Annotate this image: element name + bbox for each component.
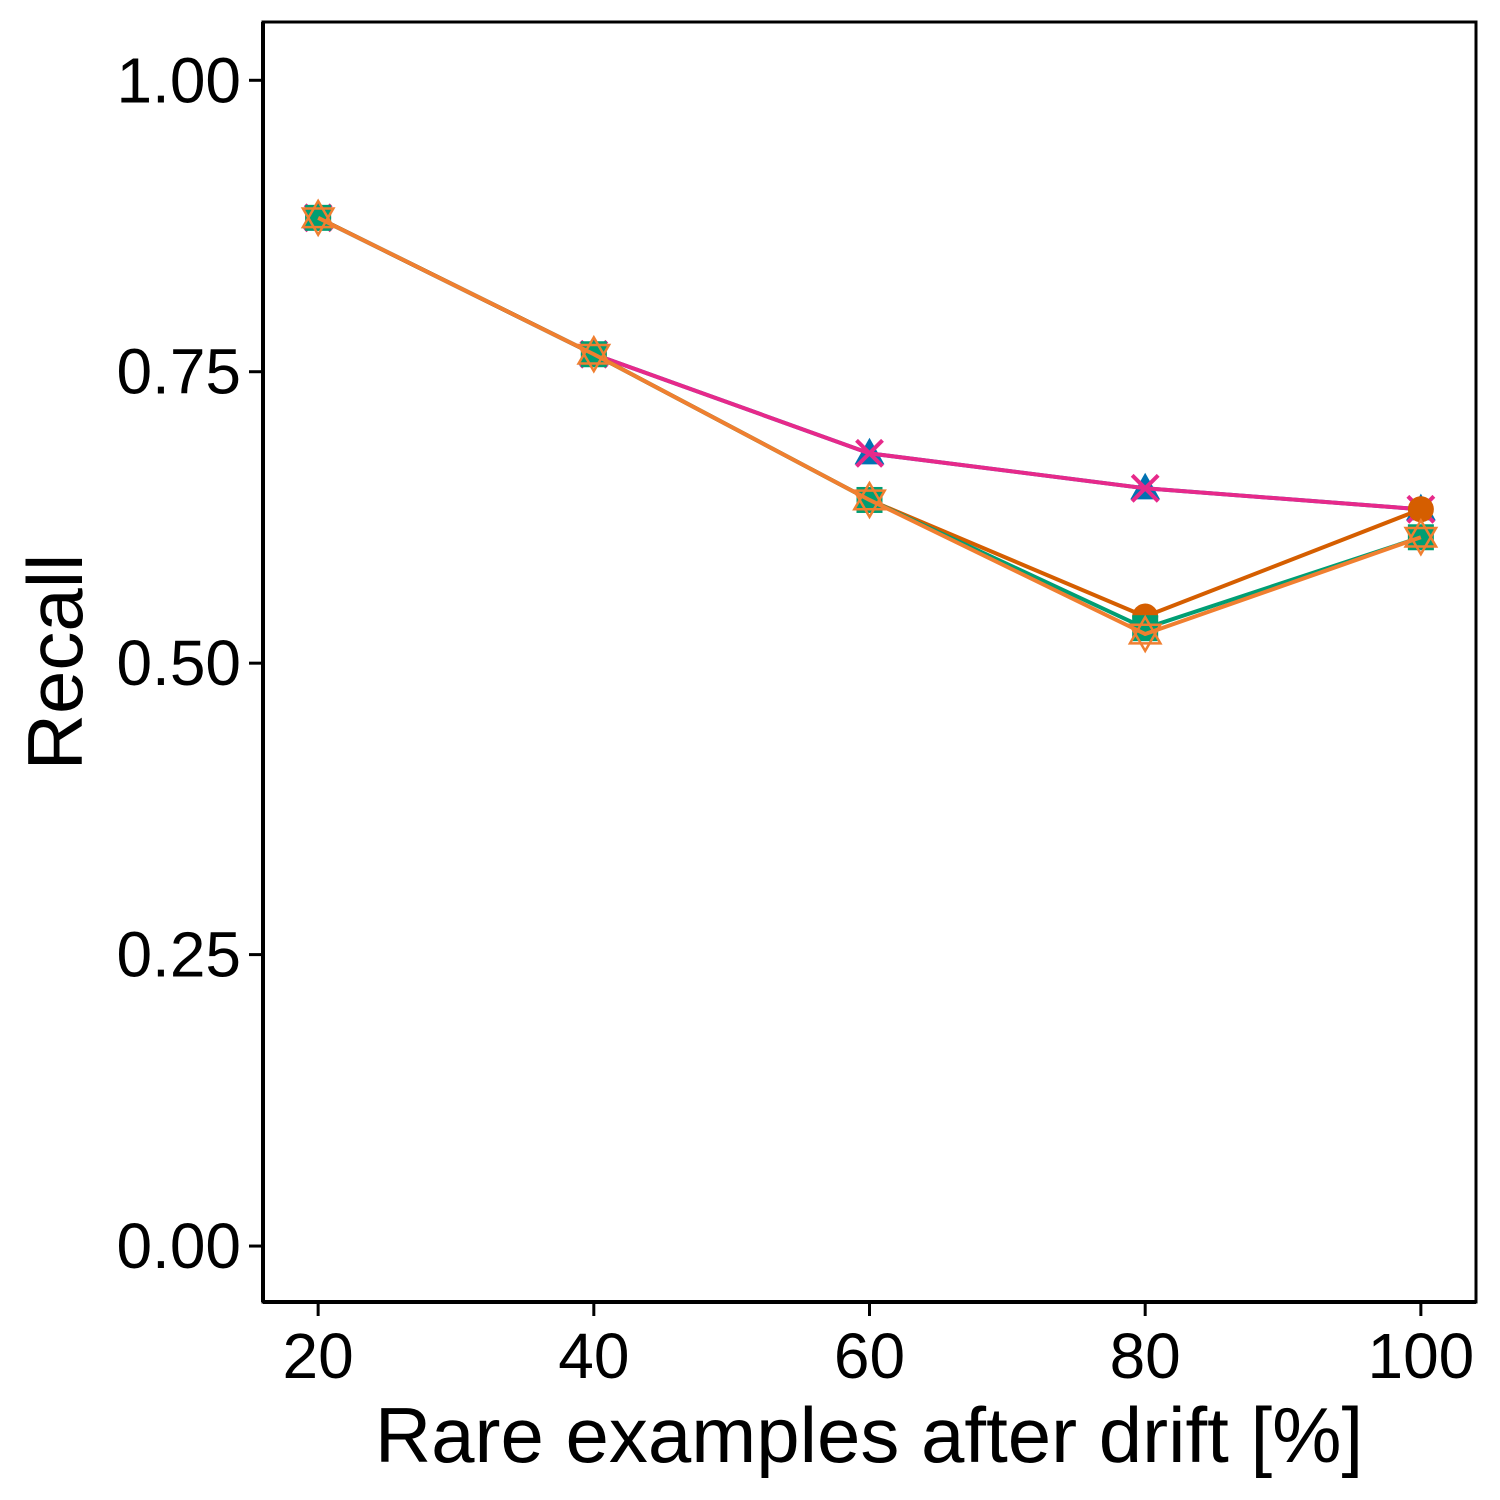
star-point-up xyxy=(852,480,887,511)
cross-point xyxy=(855,438,884,468)
star-point-up xyxy=(576,334,612,365)
y-tick-label: 1.00 xyxy=(116,44,241,116)
series-square xyxy=(305,204,1434,642)
x-tick-label: 100 xyxy=(1367,1320,1474,1392)
y-tick-label: 0.50 xyxy=(116,627,241,699)
star-point-down xyxy=(1403,526,1439,557)
series-x xyxy=(303,203,1436,524)
x-tick-label: 40 xyxy=(558,1320,629,1392)
circle-point xyxy=(1407,496,1434,523)
star-point-up xyxy=(1127,614,1163,645)
plot-panel-border xyxy=(261,20,1478,1304)
x-axis: 20 40 60 80 100 xyxy=(263,1300,1476,1392)
star-point-down xyxy=(300,207,336,238)
x-tick-label: 80 xyxy=(1110,1320,1181,1392)
series-line xyxy=(317,216,1422,512)
x-tick-label: 20 xyxy=(283,1320,354,1392)
y-tick-label: 0.00 xyxy=(116,1210,241,1282)
series-layer xyxy=(300,198,1439,654)
y-tick-label: 0.75 xyxy=(116,336,241,408)
star-point-down xyxy=(576,343,612,374)
cross-point xyxy=(1130,473,1160,503)
y-tick-label: 0.25 xyxy=(116,919,241,991)
x-tick-label: 60 xyxy=(834,1320,905,1392)
series-line xyxy=(317,216,1422,619)
x-axis-title: Rare examples after drift [%] xyxy=(375,1391,1363,1479)
series-line xyxy=(317,216,1422,631)
star-point-down xyxy=(852,489,887,520)
series-circle xyxy=(305,204,1434,630)
series-line xyxy=(317,216,1422,512)
star-point-up xyxy=(1403,517,1439,548)
star-point-down xyxy=(1127,623,1163,654)
series-line xyxy=(317,216,1422,637)
star-point-up xyxy=(300,198,336,229)
y-axis-title: Recall xyxy=(11,554,99,771)
series-triangle xyxy=(303,202,1436,521)
y-axis: 0.00 0.25 0.50 0.75 1.00 xyxy=(116,22,265,1302)
series-star xyxy=(300,198,1439,654)
